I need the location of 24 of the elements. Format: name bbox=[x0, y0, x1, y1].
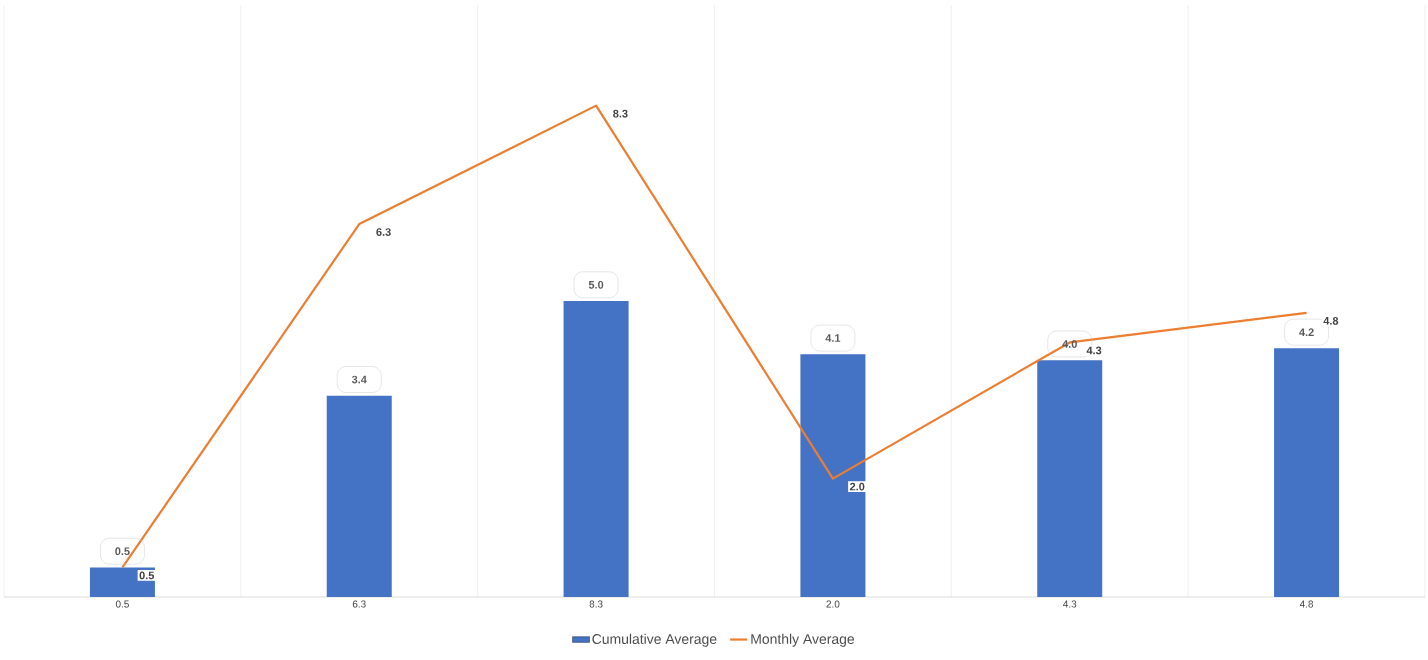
data-label: 3.4 bbox=[351, 375, 367, 384]
data-label: 4.8 bbox=[1323, 316, 1339, 325]
data-label: 0.5 bbox=[115, 547, 130, 556]
x-tick-label: 8.3 bbox=[589, 600, 603, 608]
x-tick-label: 6.3 bbox=[352, 600, 366, 608]
x-tick-label: 4.8 bbox=[1299, 600, 1314, 608]
x-tick-label: 4.3 bbox=[1063, 600, 1077, 608]
legend-label: Monthly Average bbox=[751, 633, 855, 647]
bar bbox=[563, 301, 629, 597]
data-label: 4.2 bbox=[1299, 328, 1314, 336]
bar bbox=[89, 567, 155, 597]
legend-label: Cumulative Average bbox=[592, 633, 717, 647]
data-label: 0.5 bbox=[139, 571, 155, 580]
data-label: 2.0 bbox=[849, 482, 865, 491]
bar bbox=[1274, 348, 1340, 597]
x-tick-label: 2.0 bbox=[826, 600, 840, 608]
data-label: 5.0 bbox=[588, 280, 604, 289]
bar bbox=[800, 354, 866, 597]
bar bbox=[1037, 360, 1103, 597]
data-label: 6.3 bbox=[376, 228, 391, 236]
data-label: 4.1 bbox=[825, 334, 841, 342]
data-label: 8.3 bbox=[613, 109, 628, 118]
x-tick-label: 0.5 bbox=[115, 600, 129, 608]
bar bbox=[326, 395, 392, 597]
